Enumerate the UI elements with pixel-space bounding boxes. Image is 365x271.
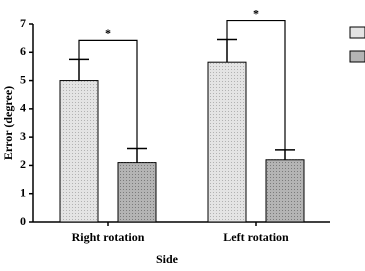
y-axis-label: Error (degree) — [1, 86, 15, 160]
legend-swatch — [349, 50, 365, 63]
annotation: * — [253, 6, 259, 20]
bar-texture — [60, 80, 98, 222]
bar-texture — [208, 62, 246, 222]
y-tick-label: 6 — [20, 44, 26, 58]
x-axis-label: Side — [156, 252, 179, 266]
y-tick-label: 2 — [20, 157, 26, 171]
y-tick-label: 0 — [20, 214, 26, 228]
y-tick-label: 4 — [20, 101, 26, 115]
x-tick-label: Left rotation — [223, 230, 289, 244]
bar-texture — [266, 159, 304, 222]
y-tick-label: 3 — [20, 129, 26, 143]
bar-texture — [118, 162, 156, 222]
significance-bracket — [78, 39, 138, 149]
significance-bracket — [226, 19, 286, 150]
legend-swatch — [349, 26, 365, 39]
y-tick-label: 7 — [20, 16, 26, 30]
annotation: * — [105, 26, 111, 40]
x-tick-label: Right rotation — [72, 230, 145, 244]
y-tick-label: 1 — [20, 185, 26, 199]
y-tick-label: 5 — [20, 72, 26, 86]
